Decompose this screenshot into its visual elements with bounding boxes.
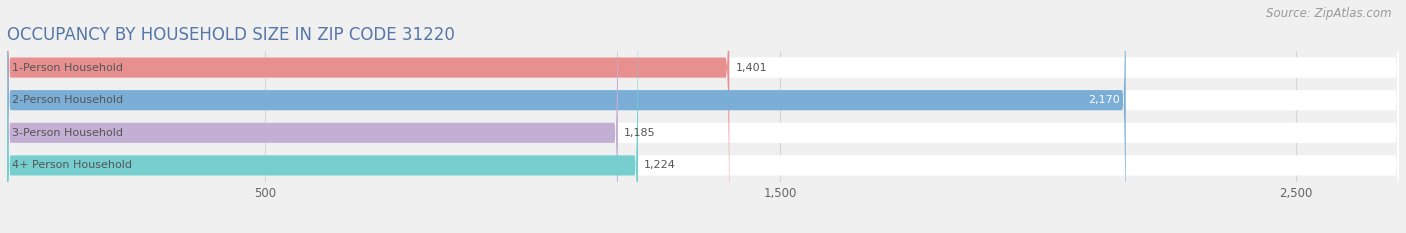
FancyBboxPatch shape — [7, 0, 1399, 233]
FancyBboxPatch shape — [7, 0, 1399, 233]
Text: 1,185: 1,185 — [624, 128, 655, 138]
FancyBboxPatch shape — [7, 0, 1399, 233]
FancyBboxPatch shape — [7, 0, 1399, 233]
Text: 2-Person Household: 2-Person Household — [13, 95, 124, 105]
Text: 1,224: 1,224 — [644, 161, 676, 170]
FancyBboxPatch shape — [7, 0, 1126, 233]
Text: 1-Person Household: 1-Person Household — [13, 63, 124, 72]
FancyBboxPatch shape — [7, 0, 617, 233]
Text: 1,401: 1,401 — [735, 63, 768, 72]
Text: 3-Person Household: 3-Person Household — [13, 128, 124, 138]
Text: OCCUPANCY BY HOUSEHOLD SIZE IN ZIP CODE 31220: OCCUPANCY BY HOUSEHOLD SIZE IN ZIP CODE … — [7, 26, 456, 44]
FancyBboxPatch shape — [7, 0, 730, 233]
Text: Source: ZipAtlas.com: Source: ZipAtlas.com — [1267, 7, 1392, 20]
Text: 4+ Person Household: 4+ Person Household — [13, 161, 132, 170]
Text: 2,170: 2,170 — [1088, 95, 1119, 105]
FancyBboxPatch shape — [7, 0, 638, 233]
